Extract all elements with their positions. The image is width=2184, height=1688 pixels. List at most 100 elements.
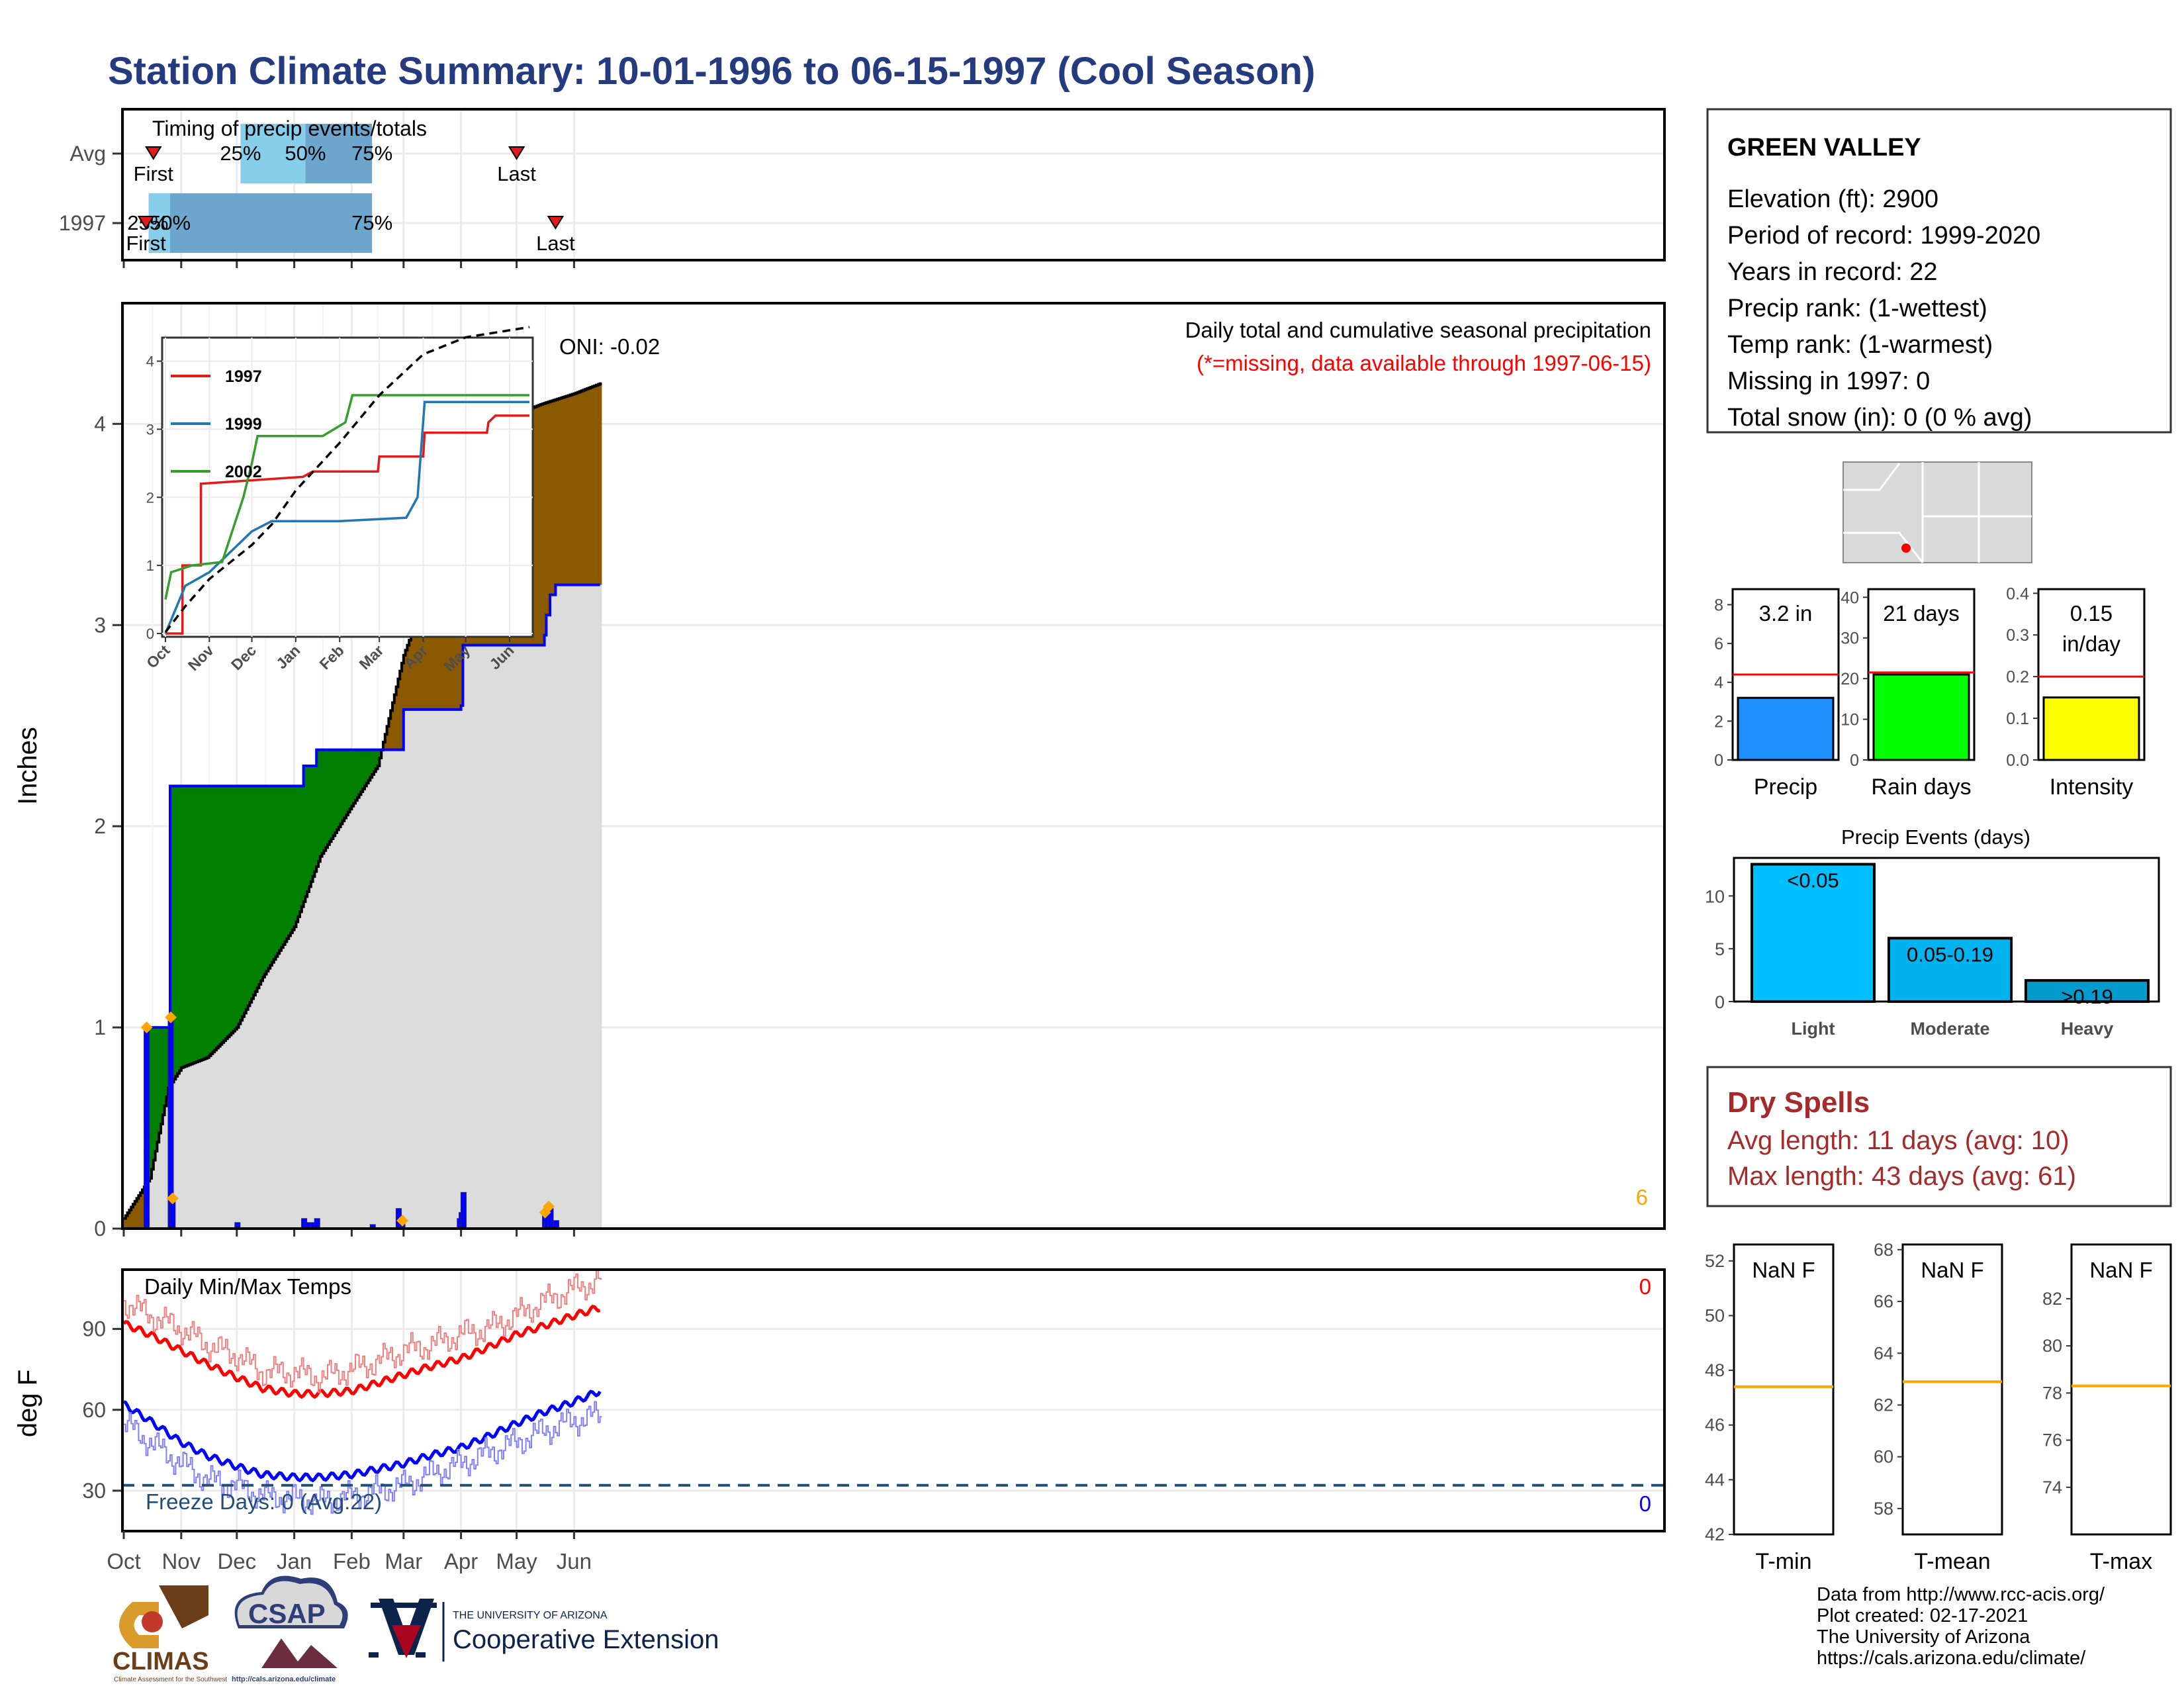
temp-mean-panel-label: T-mean: [1914, 1549, 1990, 1574]
events-y-tick-label: 0: [1715, 992, 1725, 1012]
events-y-tick-label: 5: [1715, 939, 1725, 959]
precip-marker-diamond: [165, 1011, 177, 1023]
events-category-label: Heavy: [2061, 1019, 2114, 1039]
events-category-label: Moderate: [1910, 1019, 1989, 1039]
temp-mean-value-label: NaN F: [1752, 1258, 1815, 1282]
inset-series-line-avg: [164, 326, 530, 633]
inset-y-tick-label: 2: [146, 489, 154, 506]
y-tick-label: 2: [94, 814, 106, 838]
timing-first-label: First: [126, 232, 166, 255]
temp-mean-panel-t-max: NaN F 74 76 78 80 82 T-max: [2042, 1243, 2172, 1574]
timing-last-label: Last: [536, 232, 575, 255]
mini-bar: [1872, 673, 1970, 761]
timing-panel-frame: [122, 109, 1664, 260]
mini-y-tick-label: 10: [1841, 711, 1859, 729]
timing-p50-label: 50%: [150, 211, 191, 234]
temp-y-axis-label: deg F: [13, 1370, 42, 1437]
timing-p50-label: 50%: [285, 142, 326, 165]
y-tick-label: 1: [94, 1015, 106, 1039]
footer-line: https://cals.arizona.edu/climate/: [1817, 1648, 2086, 1669]
mini-y-tick-label: 0: [1714, 751, 1723, 770]
inset-y-tick-label: 0: [146, 626, 154, 642]
events-bar-label: 0.05-0.19: [1907, 943, 1993, 966]
station-line: Years in record: 22: [1727, 258, 1938, 286]
temp-mean-y-tick-label: 68: [1874, 1240, 1893, 1260]
freeze-label: Freeze Days: 0 (Avg:22): [146, 1489, 382, 1514]
events-bar: [1888, 937, 2013, 1003]
temp-mean-y-tick-label: 52: [1705, 1251, 1725, 1271]
temp-mean-y-tick-label: 66: [1874, 1291, 1893, 1311]
mini-value-label: 3.2 in: [1759, 601, 1813, 626]
mini-bar: [2042, 696, 2140, 761]
mini-y-tick-label: 20: [1841, 670, 1859, 688]
inset-y-tick-label: 1: [146, 557, 154, 574]
events-y-tick-label: 10: [1705, 886, 1725, 906]
precip-corner-value: 6: [1636, 1185, 1648, 1209]
events-bar: [1751, 863, 1876, 1003]
mini-value-label: 0.15: [2070, 601, 2113, 626]
mini-panel-intensity: 0.15 in/day 0.0 0.1 0.2 0.3 0.4 Intensity: [2006, 585, 2146, 800]
station-line: Total snow (in): 0 (0 % avg): [1727, 404, 2032, 432]
mini-y-tick-label: 2: [1714, 712, 1723, 731]
precip-annotation-title: Daily total and cumulative seasonal prec…: [1185, 318, 1651, 342]
station-line: Missing in 1997: 0: [1727, 367, 1930, 395]
events-bar-label: >0.19: [2061, 985, 2113, 1008]
inset-legend-label: 1999: [225, 415, 262, 434]
timing-p75-label: 75%: [351, 211, 392, 234]
csap-logo-text: CSAP: [248, 1598, 326, 1629]
climas-logo-text: CLIMAS: [113, 1648, 209, 1675]
temp-mean-y-tick-label: 42: [1705, 1524, 1725, 1544]
ua-logo-big: Cooperative Extension: [453, 1625, 719, 1654]
y-tick-label: 30: [82, 1479, 106, 1503]
temp-mean-y-tick-label: 50: [1705, 1305, 1725, 1325]
temp-panel: Daily Min/Max Temps Freeze Days: 0 (Avg:…: [13, 1268, 1666, 1573]
timing-bar-first-half: [148, 193, 170, 253]
x-tick-label: May: [496, 1549, 537, 1573]
timing-first-marker: [145, 146, 162, 160]
events-bar: [2025, 979, 2150, 1004]
precip-marker-diamond: [396, 1214, 408, 1227]
mini-y-tick-label: 0.0: [2006, 751, 2029, 770]
y-tick-label: 4: [94, 412, 106, 436]
mini-y-tick-label: 0.1: [2006, 710, 2029, 728]
temp-mean-value-label: NaN F: [1921, 1258, 1983, 1282]
timing-title: Timing of precip events/totals: [152, 117, 427, 140]
temp-mean-frame: [1901, 1243, 2003, 1536]
timing-p25-label: 25%: [220, 142, 261, 165]
precip-events-panel: Precip Events (days) <0.05 Light 0.05-0.19…: [1705, 825, 2160, 1039]
footer-line: Plot created: 02-17-2021: [1817, 1605, 2028, 1626]
timing-first-marker: [137, 216, 155, 230]
station-line: Elevation (ft): 2900: [1727, 185, 1938, 213]
precip-y-axis-label: Inches: [13, 727, 42, 805]
timing-first-label: First: [134, 162, 174, 185]
inset-legend-label: 2002: [225, 463, 262, 481]
daily-precip-bar: [144, 1027, 150, 1229]
dry-spells-box: Dry Spells Avg length: 11 days (avg: 10)…: [1706, 1066, 2172, 1207]
x-tick-label: Feb: [333, 1549, 371, 1573]
x-tick-label: Apr: [444, 1549, 478, 1573]
mini-panel-label: Precip: [1754, 774, 1817, 800]
mini-y-tick-label: 8: [1714, 596, 1723, 614]
timing-last-marker: [547, 216, 565, 230]
temp-mean-y-tick-label: 60: [1874, 1447, 1893, 1467]
mini-bar: [1737, 696, 1835, 761]
timing-p75-label: 75%: [351, 142, 392, 165]
ua-logo: THE UNIVERSITY OF ARIZONA Cooperative Ex…: [369, 1599, 719, 1662]
ua-logo-small: THE UNIVERSITY OF ARIZONA: [453, 1610, 608, 1621]
oni-label: ONI: -0.02: [559, 334, 660, 359]
mini-y-tick-label: 4: [1714, 674, 1723, 692]
temp-mean-y-tick-label: 82: [2042, 1289, 2062, 1309]
y-tick-label: 60: [82, 1398, 106, 1422]
y-tick-label: 0: [94, 1217, 106, 1241]
climas-logo-sub: Climate Assessment for the Southwest: [114, 1676, 227, 1683]
temp-mean-panel-t-min: NaN F 42 44 46 48 50 52 T-min: [1705, 1243, 1835, 1574]
timing-row-label-avg: Avg: [69, 142, 106, 165]
temp-mean-y-tick-label: 74: [2042, 1477, 2062, 1497]
inset-series-line-1999: [164, 400, 529, 634]
mini-y-tick-label: 0.4: [2006, 585, 2029, 603]
station-line: Period of record: 1999-2020: [1727, 222, 2040, 250]
page-title: Station Climate Summary: 10-01-1996 to 0…: [108, 50, 1315, 93]
dry-spells-max: Max length: 43 days (avg: 61): [1727, 1162, 2076, 1191]
